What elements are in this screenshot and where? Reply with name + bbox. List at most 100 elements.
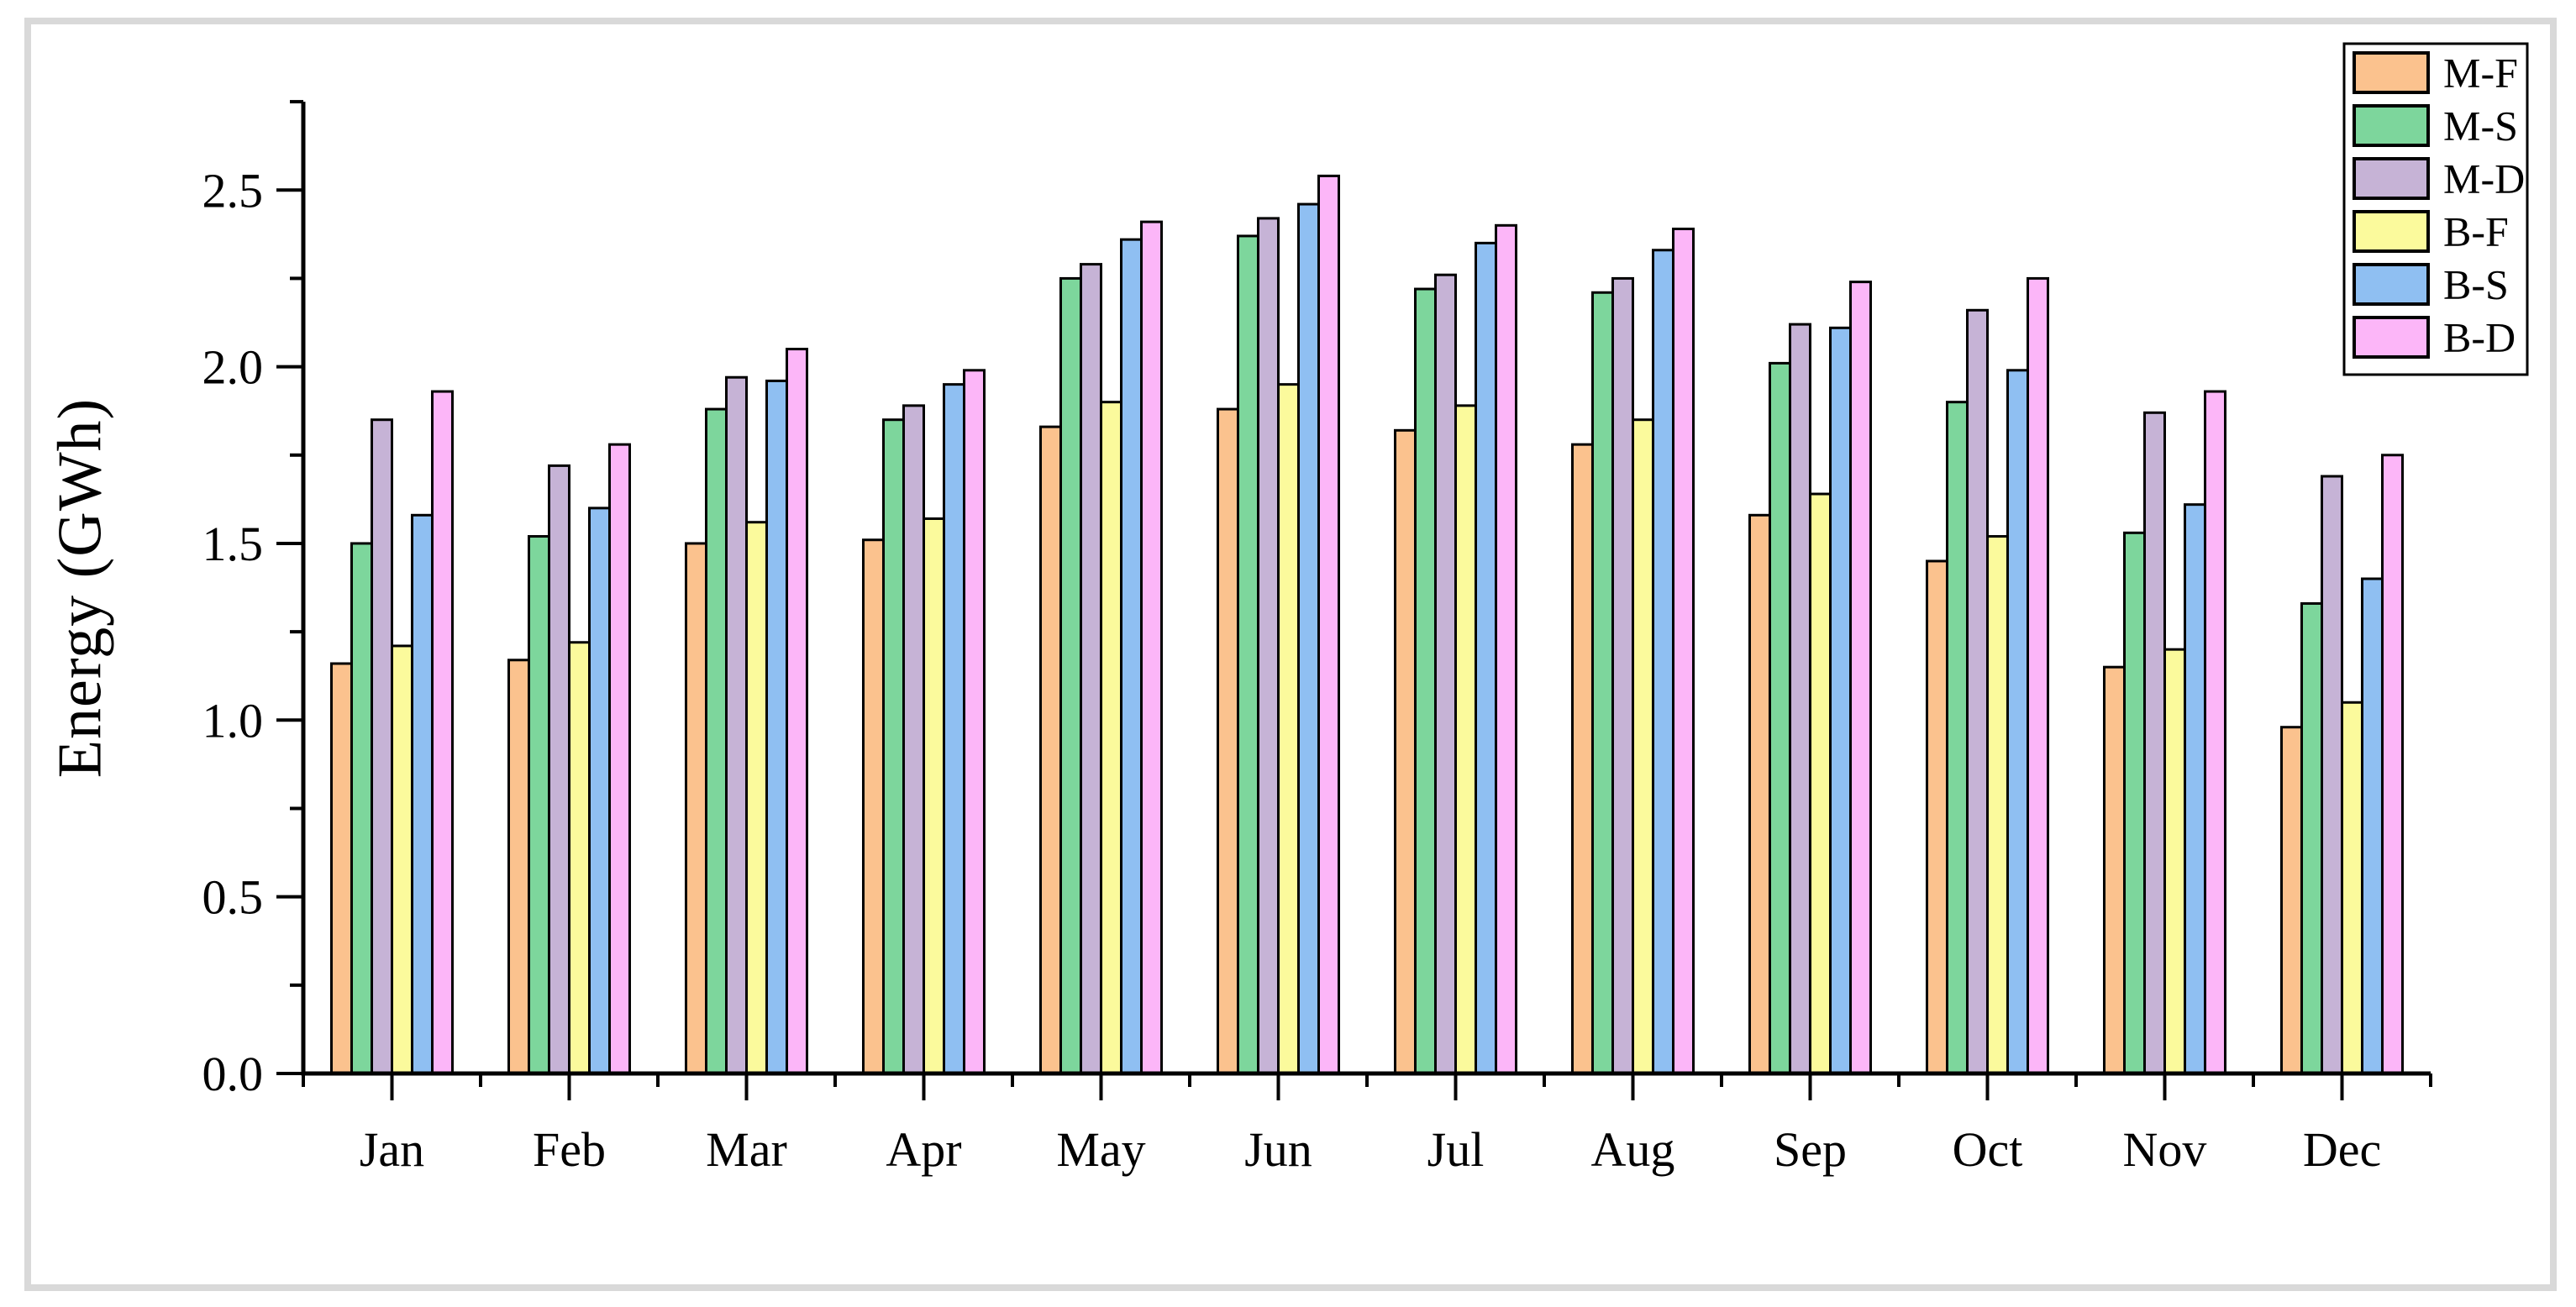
bar-feb-b-f (568, 641, 591, 1075)
bar-jul-m-f (1394, 428, 1417, 1075)
bar-jan-m-s (350, 542, 373, 1075)
legend-label-b-d: B-D (2443, 314, 2516, 361)
x-tick-label-may: May (1056, 1122, 1145, 1177)
legend-label-m-s: M-S (2443, 102, 2518, 150)
bar-feb-m-s (528, 535, 550, 1075)
legend-swatch-b-d (2353, 316, 2430, 359)
legend-swatch-m-f (2353, 51, 2430, 94)
bar-nov-m-f (2103, 665, 2126, 1075)
bar-aug-b-s (1652, 249, 1674, 1075)
x-tick-label-feb: Feb (533, 1122, 606, 1177)
legend-swatch-b-s (2353, 263, 2430, 306)
bar-jun-b-s (1297, 202, 1320, 1075)
bar-dec-b-f (2341, 701, 2363, 1075)
bar-mar-b-f (745, 521, 768, 1075)
bar-jun-b-d (1317, 174, 1340, 1075)
bar-oct-m-d (1966, 308, 1989, 1075)
bar-jan-m-d (371, 418, 393, 1075)
bar-apr-m-d (902, 404, 925, 1075)
bar-sep-b-f (1809, 492, 1832, 1075)
bar-apr-b-f (923, 517, 945, 1075)
bar-dec-m-f (2280, 726, 2303, 1075)
x-tick-label-aug: Aug (1591, 1122, 1675, 1177)
x-tick-label-mar: Mar (706, 1122, 787, 1177)
legend-label-b-f: B-F (2443, 208, 2509, 255)
bar-sep-b-d (1849, 281, 1872, 1075)
bar-oct-m-s (1946, 401, 1969, 1075)
bar-feb-m-f (507, 659, 530, 1075)
x-tick-label-nov: Nov (2123, 1122, 2207, 1177)
bar-nov-b-s (2184, 503, 2206, 1075)
bar-jul-b-d (1495, 223, 1517, 1075)
legend-label-m-d: M-D (2443, 155, 2525, 202)
bar-may-b-d (1140, 220, 1163, 1075)
bar-apr-b-s (943, 383, 965, 1075)
bar-aug-m-s (1591, 291, 1614, 1075)
bar-jun-m-f (1217, 407, 1239, 1075)
legend-swatch-m-s (2353, 104, 2430, 147)
legend-swatch-b-f (2353, 210, 2430, 253)
bar-mar-b-d (786, 348, 808, 1075)
x-tick-label-jul: Jul (1427, 1122, 1485, 1177)
bar-oct-b-f (1986, 535, 2009, 1075)
bar-feb-m-d (548, 464, 570, 1075)
y-tick-label: 0.5 (202, 870, 264, 925)
bar-nov-m-d (2143, 411, 2166, 1075)
bar-sep-m-d (1789, 323, 1811, 1075)
bar-aug-m-d (1611, 276, 1634, 1075)
bar-may-m-d (1080, 263, 1102, 1075)
y-tick-label: 2.5 (202, 163, 264, 218)
x-tick-label-jan: Jan (360, 1122, 424, 1177)
bar-jan-b-d (431, 390, 454, 1075)
bar-apr-m-s (882, 418, 905, 1075)
bar-oct-b-s (2006, 369, 2029, 1075)
bar-may-m-s (1059, 276, 1082, 1075)
bar-jan-b-s (411, 513, 434, 1075)
bar-sep-m-s (1769, 361, 1791, 1075)
bar-dec-b-s (2361, 577, 2384, 1075)
bar-feb-b-d (608, 443, 631, 1075)
bar-jul-b-s (1475, 241, 1497, 1075)
bar-sep-m-f (1748, 513, 1771, 1075)
bar-may-m-f (1039, 425, 1062, 1075)
x-tick-label-jun: Jun (1244, 1122, 1312, 1177)
bar-feb-b-s (588, 507, 611, 1075)
bar-mar-m-s (705, 407, 728, 1075)
bar-aug-m-f (1571, 443, 1594, 1075)
bar-jul-m-d (1434, 273, 1457, 1075)
bar-nov-m-s (2123, 531, 2146, 1075)
y-tick-label: 1.0 (202, 693, 264, 748)
x-tick-label-sep: Sep (1774, 1122, 1847, 1177)
y-tick-label: 1.5 (202, 517, 264, 571)
bar-apr-m-f (862, 538, 885, 1075)
bar-nov-b-d (2204, 390, 2226, 1075)
bar-mar-b-s (765, 379, 788, 1075)
x-tick-label-apr: Apr (886, 1122, 961, 1177)
bar-may-b-s (1120, 238, 1143, 1075)
bar-jun-m-s (1237, 234, 1259, 1075)
bar-jun-m-d (1257, 217, 1280, 1075)
bar-dec-m-d (2321, 475, 2343, 1075)
legend-label-b-s: B-S (2443, 261, 2509, 308)
bar-sep-b-s (1829, 326, 1852, 1075)
bar-jul-m-s (1414, 287, 1437, 1075)
bar-jan-b-f (391, 644, 413, 1075)
bar-aug-b-f (1632, 418, 1654, 1075)
bar-jan-m-f (330, 662, 353, 1075)
bar-jun-b-f (1277, 383, 1300, 1075)
bar-mar-m-d (725, 375, 748, 1075)
bar-nov-b-f (2163, 648, 2186, 1075)
bar-aug-b-d (1672, 228, 1695, 1075)
bar-may-b-f (1100, 401, 1122, 1075)
bar-jul-b-f (1454, 404, 1477, 1075)
legend-swatch-m-d (2353, 157, 2430, 200)
y-tick-label: 2.0 (202, 340, 264, 395)
legend-label-m-f: M-F (2443, 50, 2518, 97)
bar-dec-m-s (2300, 601, 2323, 1075)
x-tick-label-dec: Dec (2303, 1122, 2381, 1177)
bar-apr-b-d (963, 369, 986, 1075)
y-tick-label: 0.0 (202, 1047, 264, 1101)
bar-oct-b-d (2027, 276, 2049, 1075)
